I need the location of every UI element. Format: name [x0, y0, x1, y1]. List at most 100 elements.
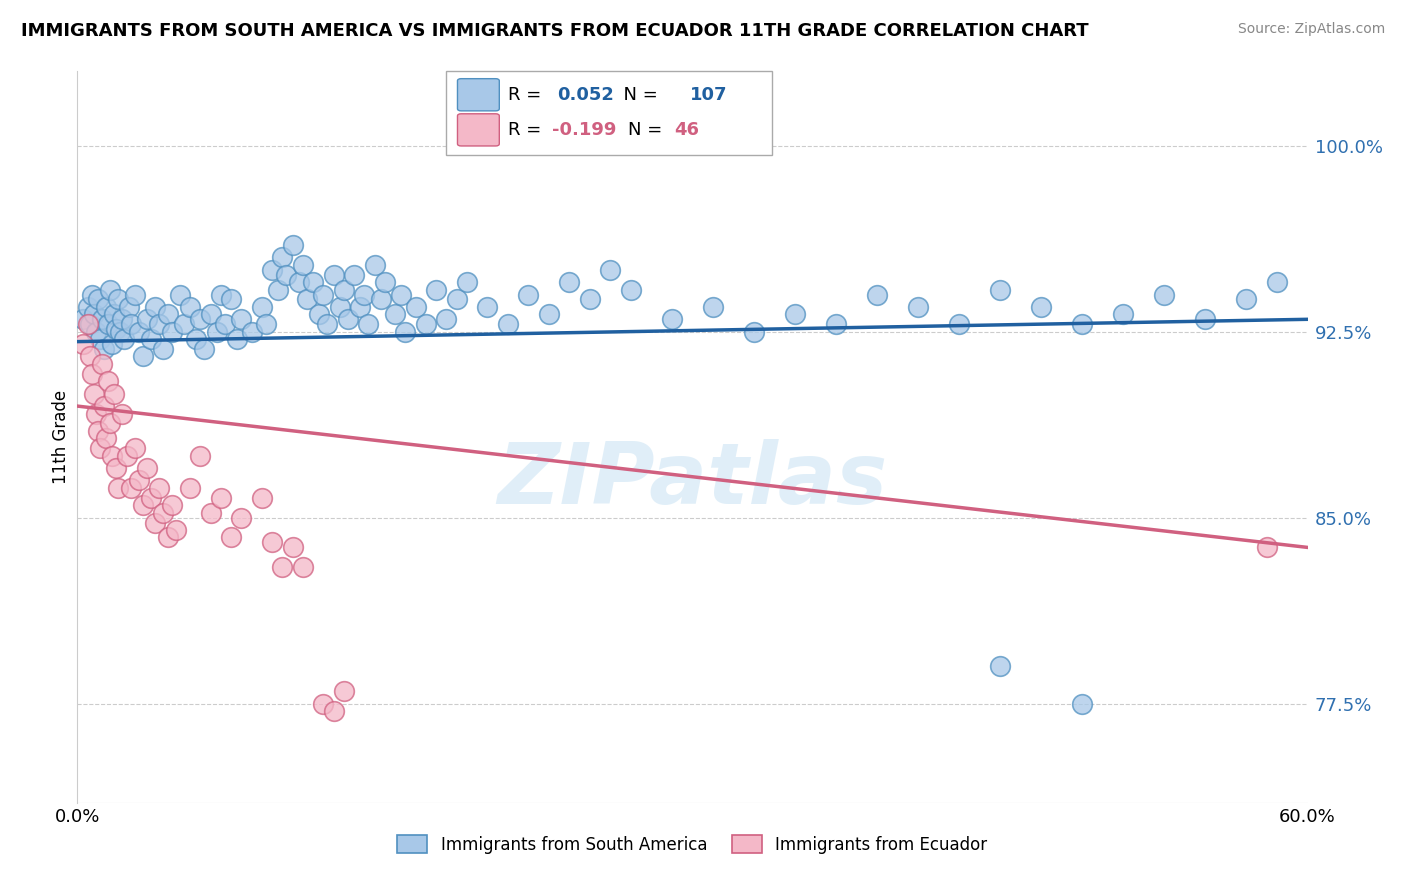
Point — [84, 407, 107, 421]
Point — [97, 318, 120, 332]
Text: R =: R = — [508, 121, 547, 139]
Point — [188, 449, 212, 463]
Point — [132, 498, 155, 512]
Point — [1256, 541, 1278, 555]
Point — [496, 318, 519, 332]
Point — [1153, 287, 1175, 301]
Point — [312, 287, 335, 301]
Point — [333, 283, 356, 297]
Point — [165, 523, 187, 537]
Point — [209, 491, 232, 505]
Point — [308, 307, 330, 321]
Point — [374, 275, 396, 289]
Point — [89, 332, 111, 346]
Point — [415, 318, 437, 332]
Point — [209, 287, 232, 301]
Point — [370, 293, 392, 307]
Text: -0.199: -0.199 — [553, 121, 617, 139]
Point — [281, 541, 304, 555]
Point — [1265, 275, 1288, 289]
Point — [205, 325, 228, 339]
Text: R =: R = — [508, 86, 547, 103]
Point — [83, 307, 105, 321]
Point — [93, 399, 115, 413]
Point — [128, 325, 150, 339]
Point — [240, 325, 263, 339]
Point — [295, 293, 318, 307]
Point — [579, 293, 602, 307]
FancyBboxPatch shape — [457, 114, 499, 146]
Point — [188, 312, 212, 326]
Point — [446, 293, 468, 307]
Point — [94, 431, 117, 445]
Point — [90, 312, 114, 326]
Point — [262, 535, 284, 549]
Point — [72, 337, 94, 351]
Point — [250, 300, 273, 314]
Point — [291, 560, 314, 574]
FancyBboxPatch shape — [447, 71, 772, 155]
Point — [357, 318, 380, 332]
Point — [276, 268, 298, 282]
Point — [160, 498, 183, 512]
Point — [76, 300, 98, 314]
Point — [302, 275, 325, 289]
Point — [288, 275, 311, 289]
Point — [79, 350, 101, 364]
Point — [93, 342, 115, 356]
Point — [152, 506, 174, 520]
Point — [702, 300, 724, 314]
Point — [98, 283, 121, 297]
Point — [84, 325, 107, 339]
Text: Source: ZipAtlas.com: Source: ZipAtlas.com — [1237, 22, 1385, 37]
Point — [101, 337, 124, 351]
Point — [87, 293, 110, 307]
Legend: Immigrants from South America, Immigrants from Ecuador: Immigrants from South America, Immigrant… — [391, 829, 994, 860]
Point — [783, 307, 806, 321]
Point — [271, 560, 294, 574]
Point — [80, 367, 103, 381]
Point — [907, 300, 929, 314]
Text: N =: N = — [613, 86, 664, 103]
Point — [173, 318, 195, 332]
Text: 46: 46 — [673, 121, 699, 139]
Point — [143, 300, 166, 314]
Point — [79, 318, 101, 332]
Text: 107: 107 — [690, 86, 727, 103]
Point — [143, 516, 166, 530]
Point — [322, 268, 344, 282]
Point — [281, 238, 304, 252]
Point — [90, 357, 114, 371]
Point — [405, 300, 427, 314]
Point — [312, 697, 335, 711]
Point — [517, 287, 540, 301]
Point — [179, 300, 201, 314]
Point — [384, 307, 406, 321]
Point — [105, 461, 128, 475]
Point — [115, 449, 138, 463]
Point — [193, 342, 215, 356]
Point — [110, 325, 132, 339]
Point — [620, 283, 643, 297]
Point — [1112, 307, 1135, 321]
Point — [80, 287, 103, 301]
Point — [98, 417, 121, 431]
Point — [200, 307, 222, 321]
Point — [322, 704, 344, 718]
Point — [316, 318, 339, 332]
Y-axis label: 11th Grade: 11th Grade — [52, 390, 70, 484]
Point — [558, 275, 581, 289]
Point — [120, 481, 142, 495]
Point — [186, 332, 208, 346]
FancyBboxPatch shape — [457, 78, 499, 111]
Point — [948, 318, 970, 332]
Point — [291, 258, 314, 272]
Point — [124, 442, 146, 456]
Point — [200, 506, 222, 520]
Point — [661, 312, 683, 326]
Point — [599, 262, 621, 277]
Point — [152, 342, 174, 356]
Point — [87, 424, 110, 438]
Point — [107, 481, 129, 495]
Text: 0.052: 0.052 — [557, 86, 614, 103]
